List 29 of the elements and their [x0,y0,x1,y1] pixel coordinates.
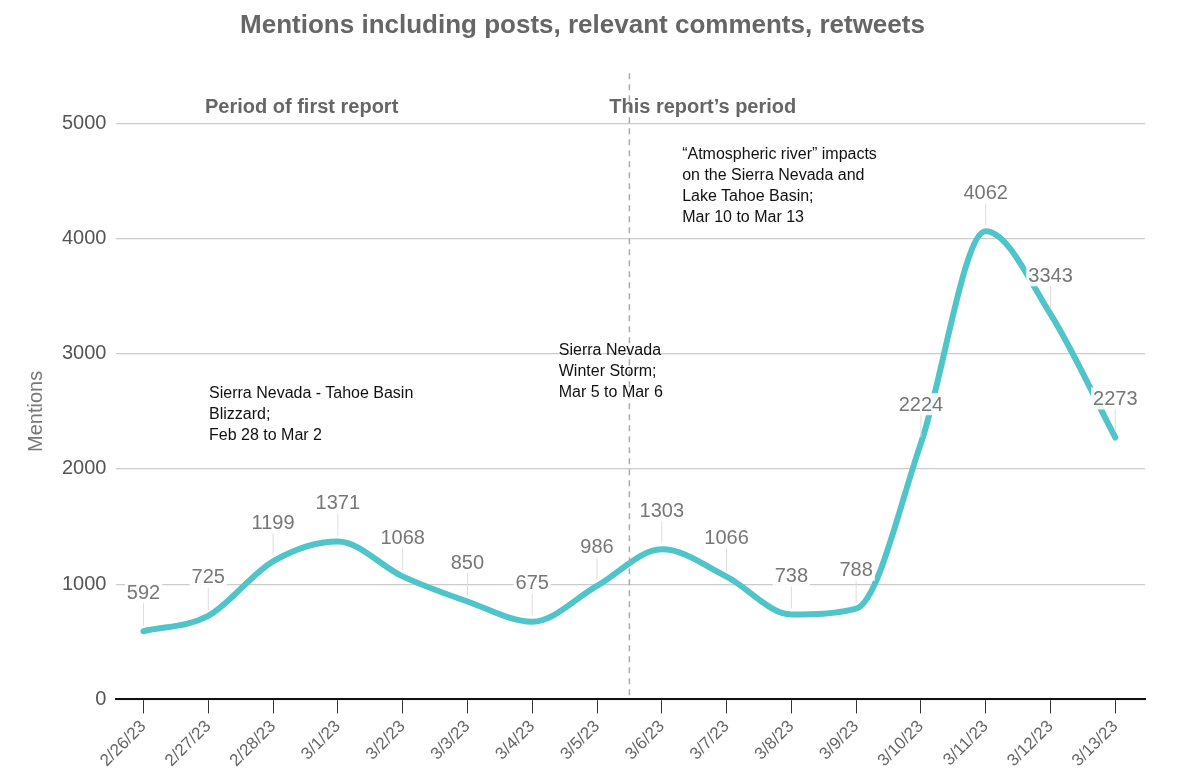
chart-title: Mentions including posts, relevant comments, retweets [240,8,925,39]
y-tick-label: 5000 [61,110,107,133]
annotation: Sierra Nevada Winter Storm; Mar 5 to Mar 6 [558,340,663,400]
data-label: 1303 [639,498,685,521]
annotation: “Atmospheric river” impacts on the Sierra Nevada and Lake Tahoe Basin; Mar 10 to Mar 13 [682,144,877,225]
data-label: 4062 [963,180,1008,203]
y-tick-label: 1000 [61,571,107,594]
y-axis-title: Mentions [23,370,46,452]
data-label: 2273 [1093,387,1138,410]
data-label: 675 [515,571,549,594]
data-label: 986 [580,535,614,558]
data-label: 1066 [704,526,749,549]
data-label: 1068 [380,525,425,548]
data-label: 1371 [315,490,361,513]
annotation: Sierra Nevada - Tahoe Basin Blizzard; Feb 28 to Mar 2 [209,383,414,443]
data-label: 2224 [898,392,944,415]
data-label: 850 [450,551,485,574]
data-label: 3343 [1028,263,1073,286]
y-tick-label: 0 [95,686,107,709]
y-tick-label: 3000 [61,341,107,364]
data-label: 725 [191,565,225,588]
data-label: 592 [126,580,161,603]
data-label: 1199 [251,510,295,533]
data-label: 738 [774,563,809,586]
y-tick-label: 2000 [61,456,107,479]
data-label: 788 [839,558,873,581]
text: Period of first report [204,94,399,117]
text: This report’s period [609,94,797,117]
y-tick-label: 4000 [61,225,107,248]
